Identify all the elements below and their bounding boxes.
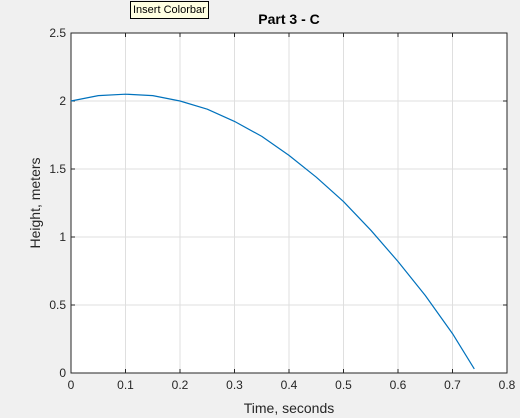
- x-tick-label: 0: [68, 378, 75, 392]
- x-tick-label: 0.8: [499, 378, 516, 392]
- y-tick-label: 0.5: [49, 298, 66, 312]
- y-tick-label: 1: [59, 230, 66, 244]
- x-tick-label: 0.1: [117, 378, 134, 392]
- insert-colorbar-tooltip: Insert Colorbar: [130, 1, 209, 19]
- x-tick-label: 0.7: [444, 378, 461, 392]
- y-axis-label: Height, meters: [27, 157, 43, 248]
- chart-title: Part 3 - C: [258, 11, 319, 27]
- series-group: [70, 93, 475, 370]
- series-line: [70, 93, 475, 370]
- x-tick-labels: 0 0.1 0.2 0.3 0.4 0.5 0.6 0.7 0.8: [68, 378, 516, 392]
- y-tick-label: 0: [59, 366, 66, 380]
- y-tick-labels: 0 0.5 1 1.5 2 2.5: [49, 26, 66, 380]
- x-axis-label: Time, seconds: [244, 400, 335, 416]
- x-tick-label: 0.3: [226, 378, 243, 392]
- y-tick-label: 2.5: [49, 26, 66, 40]
- y-tick-label: 1.5: [49, 162, 66, 176]
- x-tick-label: 0.5: [335, 378, 352, 392]
- x-tick-label: 0.6: [390, 378, 407, 392]
- x-tick-label: 0.4: [281, 378, 298, 392]
- x-tick-label: 0.2: [172, 378, 189, 392]
- y-tick-label: 2: [59, 94, 66, 108]
